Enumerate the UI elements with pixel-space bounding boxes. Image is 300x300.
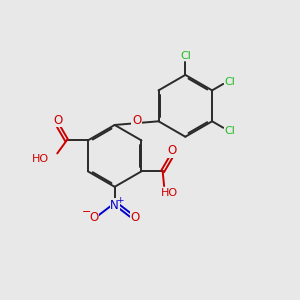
Text: −: − bbox=[81, 207, 91, 217]
Text: O: O bbox=[54, 114, 63, 127]
Text: HO: HO bbox=[32, 154, 49, 164]
Text: O: O bbox=[132, 114, 141, 127]
Text: O: O bbox=[168, 144, 177, 157]
Text: Cl: Cl bbox=[224, 126, 235, 136]
Text: +: + bbox=[116, 196, 124, 205]
Text: Cl: Cl bbox=[224, 76, 235, 86]
Text: N: N bbox=[110, 199, 119, 212]
Text: Cl: Cl bbox=[180, 51, 191, 61]
Text: O: O bbox=[89, 211, 99, 224]
Text: HO: HO bbox=[161, 188, 178, 197]
Text: O: O bbox=[131, 211, 140, 224]
